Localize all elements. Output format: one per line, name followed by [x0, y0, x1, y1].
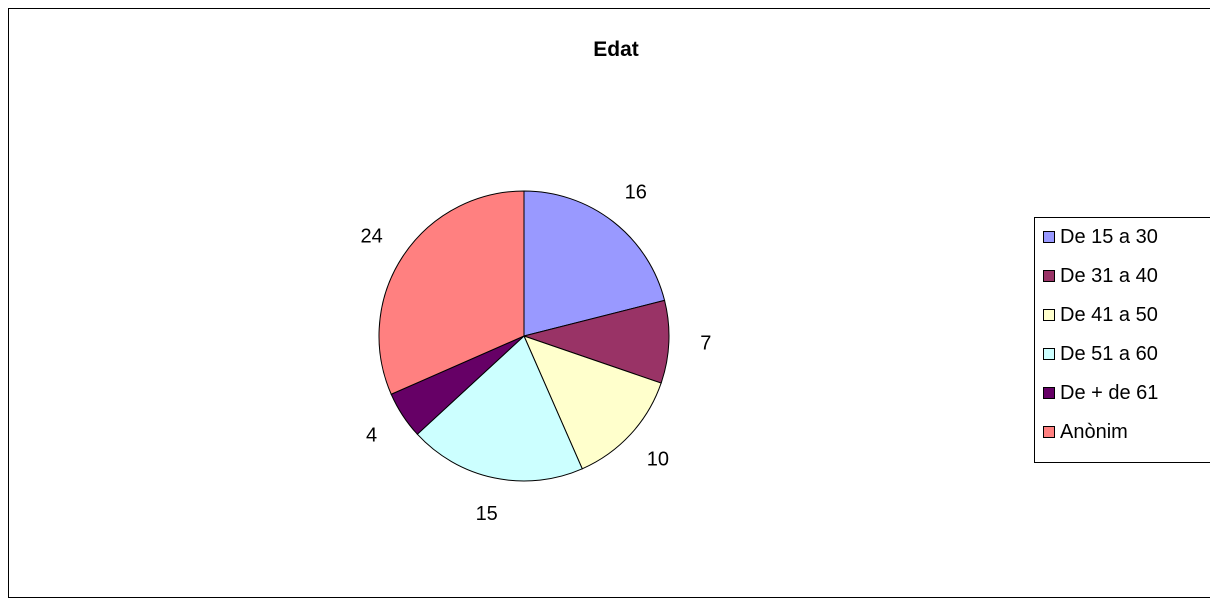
legend-label: De 15 a 30 [1060, 225, 1158, 248]
chart-title: Edat [593, 38, 639, 61]
legend-label: De 31 a 40 [1060, 264, 1158, 287]
data-label-anonim: 24 [360, 226, 382, 248]
pie-slice-15-30 [523, 190, 666, 337]
legend-swatch [1043, 387, 1055, 399]
legend-swatch [1043, 231, 1055, 243]
data-label-41-50: 10 [647, 448, 669, 470]
legend: De 15 a 30 De 31 a 40 De 41 a 50 De 51 a… [1034, 217, 1210, 463]
pie-slice-31-40 [522, 299, 670, 384]
legend-item: De 15 a 30 [1043, 225, 1158, 249]
data-label-31-40: 7 [700, 333, 711, 355]
data-label-61-plus: 4 [366, 425, 377, 447]
data-label-51-60: 15 [476, 503, 498, 525]
legend-label: De 41 a 50 [1060, 303, 1158, 326]
legend-item: De 51 a 60 [1043, 342, 1158, 366]
pie-slice-anonim [378, 190, 525, 395]
legend-item: De 41 a 50 [1043, 303, 1158, 327]
pie-slice-51-60 [416, 335, 583, 482]
legend-item: De + de 61 [1043, 381, 1158, 405]
legend-swatch [1043, 270, 1055, 282]
legend-label: Anònim [1060, 420, 1128, 443]
legend-swatch [1043, 348, 1055, 360]
pie-slices [378, 190, 670, 482]
pie-chart: 16 7 10 15 4 24 [360, 181, 711, 525]
legend-label: De + de 61 [1060, 381, 1159, 404]
data-label-15-30: 16 [625, 181, 647, 203]
legend-label: De 51 a 60 [1060, 342, 1158, 365]
pie-slice-41-50 [523, 335, 662, 470]
legend-item: Anònim [1043, 420, 1128, 444]
legend-swatch [1043, 426, 1055, 438]
pie-data-labels: 16 7 10 15 4 24 [360, 181, 711, 525]
legend-swatch [1043, 309, 1055, 321]
legend-item: De 31 a 40 [1043, 264, 1158, 288]
